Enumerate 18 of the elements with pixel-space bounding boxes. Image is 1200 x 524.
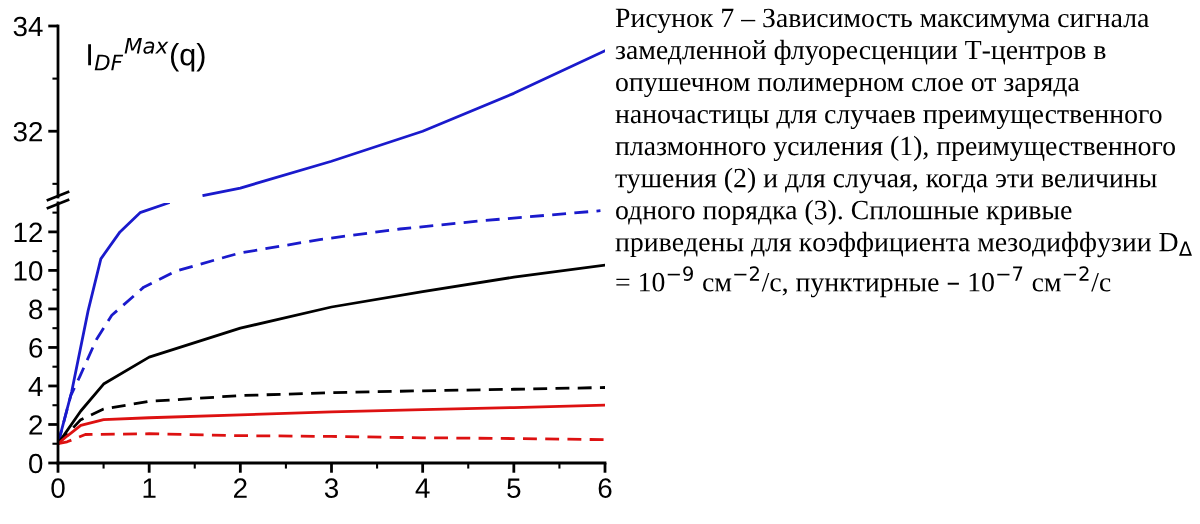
y-tick-label: 0 [29,453,43,474]
y-tick-label: 4 [28,376,43,397]
y-tick-label: 10 [14,261,43,281]
y-tick-label: 32 [13,121,43,142]
y-axis-title: I$_{DF}$$^{Max}$(q) [88,37,205,72]
text: Рисунок 7 – Зависимость максимума сигнала замедленной флуоресценции Т-центров в опушечном полимерном слое от заряда наночастицы для случаев преимущественного плазмонного усиления (1), преимущественного тушения (2) и для случая, когда эти величины одного порядка (3). Сплошные кривые приведены для коэффициента мезодиффузии D$_{Δ}$ = 10$^{−9}$ см$^{−2}$/с, пунктирные – 10$^{−7}$ см$^{−2}$/с [615,8,1192,298]
y-tick-label: 2 [29,415,43,435]
x-tick-label: 4 [415,478,430,498]
x-tick-label: 3 [324,478,338,498]
x-tick-label: 1 [143,478,156,498]
x-tick-label: 6 [598,478,612,498]
y-tick-label: 34 [13,16,43,37]
y-tick-label: 6 [29,338,43,358]
x-tick-label: 0 [51,478,65,498]
x-tick-label: 5 [507,478,521,498]
x-tick-label: 2 [234,478,247,498]
y-tick-label: 8 [29,299,43,320]
y-tick-label: 12 [14,222,43,242]
